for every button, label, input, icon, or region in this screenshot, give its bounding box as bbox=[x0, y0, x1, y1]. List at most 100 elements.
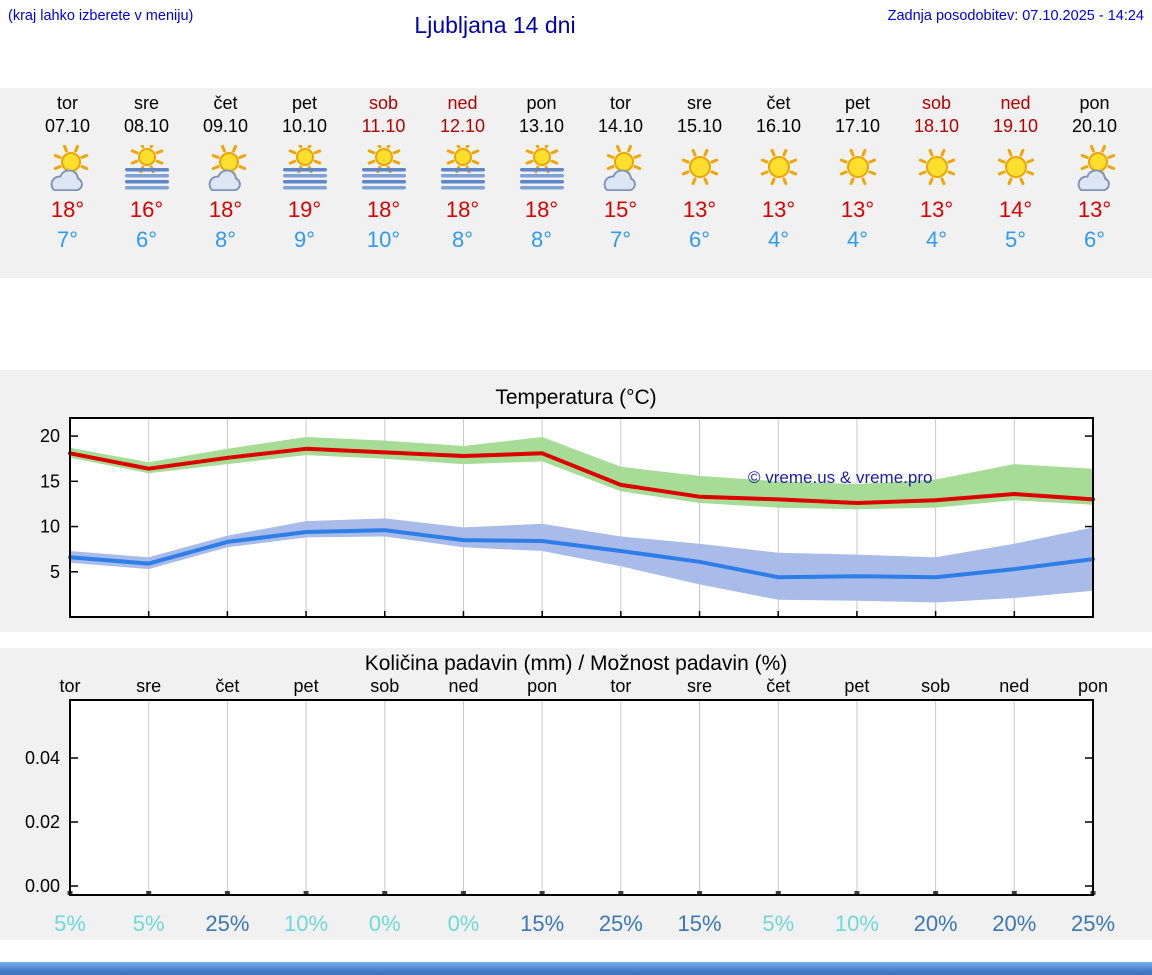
precip-day-label: sre bbox=[687, 676, 712, 696]
page-title: Ljubljana 14 dni bbox=[414, 12, 576, 38]
plot-border bbox=[69, 699, 1094, 896]
day-name: pon bbox=[1079, 93, 1110, 113]
day-date: 19.10 bbox=[992, 116, 1039, 136]
forecast-strip: tor 07.10 18° 7° sre 08.10 16° 6° čet 09.10 18° 8° p… bbox=[0, 88, 1152, 278]
y-tick-label: 20 bbox=[40, 426, 60, 446]
forecast-day-column[interactable]: sob 11.10 18° 10° bbox=[344, 88, 423, 278]
precip-probability-label: 0% bbox=[369, 911, 401, 936]
last-update-text: Zadnja posodobitev: 07.10.2025 - 14:24 bbox=[887, 8, 1144, 24]
temperature-chart: 5 10 15 20 bbox=[40, 417, 1095, 618]
watermark-text: © vreme.us & vreme.pro bbox=[748, 468, 933, 487]
precipitation-section: Količina padavin (mm) / Možnost padavin … bbox=[0, 648, 1152, 940]
precip-day-label: čet bbox=[766, 676, 790, 696]
day-date: 14.10 bbox=[597, 116, 644, 136]
day-min-temp: 10° bbox=[366, 227, 401, 252]
forecast-day-column[interactable]: čet 09.10 18° 8° bbox=[186, 88, 265, 278]
day-date: 16.10 bbox=[755, 116, 802, 136]
precipitation-chart: tor sre čet pet sob ned pon tor sre čet pet sob ned p… bbox=[25, 676, 1115, 936]
day-min-temp: 7° bbox=[56, 227, 79, 252]
day-name: pet bbox=[291, 93, 318, 113]
x-tick-mark bbox=[303, 891, 309, 895]
forecast-day-column[interactable]: pet 10.10 19° 9° bbox=[265, 88, 344, 278]
y-tick-label: 15 bbox=[40, 471, 60, 491]
forecast-day-column[interactable]: ned 12.10 18° 8° bbox=[423, 88, 502, 278]
day-date: 08.10 bbox=[123, 116, 170, 136]
day-date: 18.10 bbox=[913, 116, 960, 136]
sun-icon bbox=[660, 145, 739, 191]
day-max-temp: 18° bbox=[445, 197, 480, 222]
precip-probability-label: 5% bbox=[54, 911, 86, 936]
forecast-day-column[interactable]: pet 17.10 13° 4° bbox=[818, 88, 897, 278]
forecast-day-column[interactable]: pon 13.10 18° 8° bbox=[502, 88, 581, 278]
bottom-blue-bar bbox=[0, 962, 1152, 975]
precip-probability-label: 5% bbox=[133, 911, 165, 936]
day-max-temp: 13° bbox=[1077, 197, 1112, 222]
precip-probability-label: 10% bbox=[835, 911, 879, 936]
day-name: tor bbox=[56, 93, 78, 113]
forecast-day-column[interactable]: sre 15.10 13° 6° bbox=[660, 88, 739, 278]
day-name: sre bbox=[686, 93, 712, 113]
x-tick-mark bbox=[146, 891, 152, 895]
day-name: sre bbox=[133, 93, 159, 113]
forecast-day-column[interactable]: pon 20.10 13° 6° bbox=[1055, 88, 1134, 278]
forecast-day-column[interactable]: tor 07.10 18° 7° bbox=[28, 88, 107, 278]
day-date: 17.10 bbox=[834, 116, 881, 136]
forecast-day-column[interactable]: čet 16.10 13° 4° bbox=[739, 88, 818, 278]
forecast-day-column[interactable]: sre 08.10 16° 6° bbox=[107, 88, 186, 278]
day-max-temp: 13° bbox=[840, 197, 875, 222]
day-min-temp: 6° bbox=[1083, 227, 1106, 252]
precip-probability-label: 10% bbox=[284, 911, 328, 936]
precip-day-label: sob bbox=[921, 676, 950, 696]
day-date: 20.10 bbox=[1071, 116, 1118, 136]
precip-day-label: čet bbox=[215, 676, 239, 696]
precip-day-label: ned bbox=[999, 676, 1029, 696]
precip-probability-label: 5% bbox=[762, 911, 794, 936]
day-min-temp: 7° bbox=[609, 227, 632, 252]
day-max-temp: 18° bbox=[50, 197, 85, 222]
x-tick-mark bbox=[618, 891, 624, 895]
day-name: ned bbox=[447, 93, 478, 113]
day-date: 10.10 bbox=[281, 116, 328, 136]
day-date: 09.10 bbox=[202, 116, 249, 136]
min-temperature-range-band bbox=[70, 518, 1093, 603]
sun-cloud-icon bbox=[581, 144, 660, 192]
precipitation-chart-title: Količina padavin (mm) / Možnost padavin … bbox=[364, 652, 788, 675]
day-min-temp: 5° bbox=[1004, 227, 1027, 252]
sun-fog-icon bbox=[423, 140, 502, 191]
day-date: 07.10 bbox=[44, 116, 91, 136]
precip-probability-label: 25% bbox=[1071, 911, 1115, 936]
sun-fog-icon bbox=[107, 140, 186, 191]
day-max-temp: 18° bbox=[208, 197, 243, 222]
precip-probability-label: 15% bbox=[678, 911, 722, 936]
day-min-temp: 6° bbox=[688, 227, 711, 252]
sun-cloud-icon bbox=[1055, 144, 1134, 192]
x-tick-mark bbox=[539, 891, 545, 895]
x-tick-mark bbox=[775, 891, 781, 895]
day-name: čet bbox=[766, 93, 791, 113]
day-name: tor bbox=[609, 93, 631, 113]
sun-fog-icon bbox=[265, 140, 344, 191]
day-max-temp: 13° bbox=[761, 197, 796, 222]
day-max-temp: 18° bbox=[524, 197, 559, 222]
y-tick-label: 10 bbox=[40, 517, 60, 537]
precip-probability-label: 20% bbox=[992, 911, 1036, 936]
precip-day-label: tor bbox=[610, 676, 631, 696]
precip-day-label: pon bbox=[527, 676, 557, 696]
day-name: čet bbox=[213, 93, 238, 113]
precip-day-label: sre bbox=[136, 676, 161, 696]
day-max-temp: 13° bbox=[919, 197, 954, 222]
forecast-day-column[interactable]: tor 14.10 15° 7° bbox=[581, 88, 660, 278]
day-max-temp: 18° bbox=[366, 197, 401, 222]
sun-icon bbox=[897, 145, 976, 191]
precip-day-label: pet bbox=[294, 676, 319, 696]
y-tick-label: 0.00 bbox=[25, 876, 60, 896]
day-max-temp: 15° bbox=[603, 197, 638, 222]
location-menu-hint: (kraj lahko izberete v meniju) bbox=[8, 8, 194, 24]
forecast-day-column[interactable]: ned 19.10 14° 5° bbox=[976, 88, 1055, 278]
day-max-temp: 14° bbox=[998, 197, 1033, 222]
day-min-temp: 6° bbox=[135, 227, 158, 252]
forecast-day-column[interactable]: sob 18.10 13° 4° bbox=[897, 88, 976, 278]
sun-icon bbox=[818, 145, 897, 191]
precip-day-label: ned bbox=[448, 676, 478, 696]
sun-icon bbox=[739, 145, 818, 191]
